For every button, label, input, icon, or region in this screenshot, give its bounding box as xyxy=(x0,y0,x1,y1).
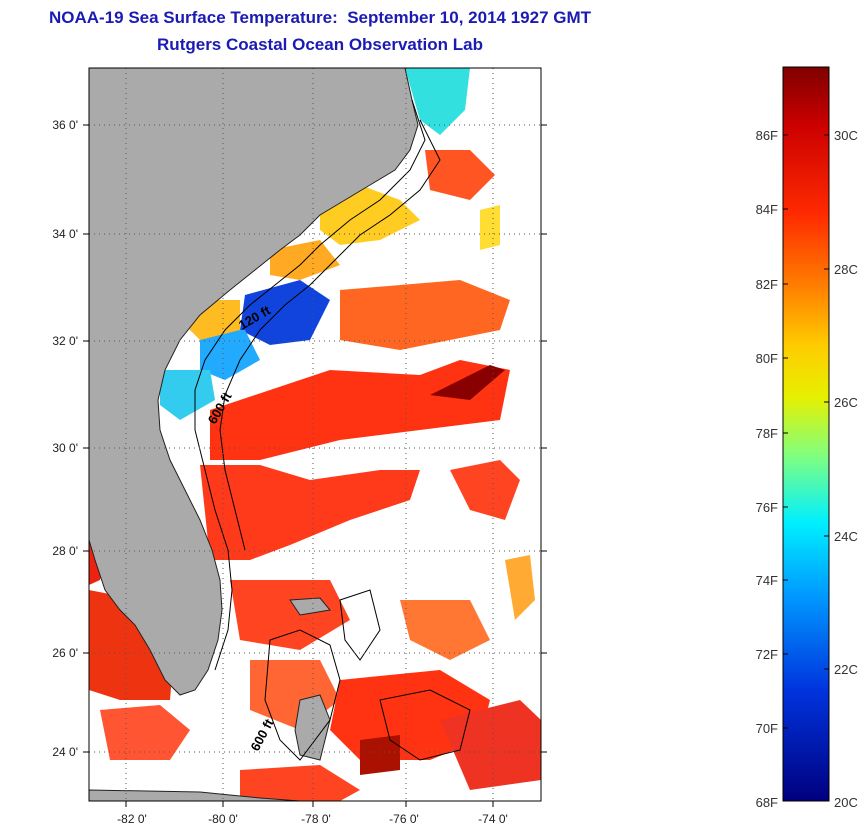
colorbar-label-c: 24C xyxy=(834,529,858,544)
lat-label: 24 0' xyxy=(52,745,78,759)
colorbar-label-f: 80F xyxy=(756,351,778,366)
land-bahamas-andros xyxy=(294,694,331,761)
lat-label: 30 0' xyxy=(52,441,78,455)
colorbar xyxy=(782,66,830,802)
graticule xyxy=(89,68,541,801)
lat-label: 26 0' xyxy=(52,646,78,660)
lon-label: -76 0' xyxy=(389,812,419,826)
map-subtitle: Rutgers Coastal Ocean Observation Lab xyxy=(157,35,483,54)
colorbar-label-c: 20C xyxy=(834,795,858,810)
colorbar-label-f: 68F xyxy=(756,795,778,810)
lat-label: 36 0' xyxy=(52,118,78,132)
colorbar-label-f: 86F xyxy=(756,128,778,143)
colorbar-label-c: 22C xyxy=(834,662,858,677)
colorbar-label-f: 84F xyxy=(756,202,778,217)
land-cuba xyxy=(89,789,301,801)
lat-label: 34 0' xyxy=(52,227,78,241)
colorbar-ticks xyxy=(783,134,829,729)
colorbar-label-f: 78F xyxy=(756,426,778,441)
colorbar-label-c: 26C xyxy=(834,395,858,410)
lat-label: 32 0' xyxy=(52,334,78,348)
colorbar-label-f: 82F xyxy=(756,277,778,292)
colorbar-label-c: 30C xyxy=(834,128,858,143)
land-mainland xyxy=(89,68,419,696)
lon-label: -74 0' xyxy=(478,812,508,826)
lon-label: -78 0' xyxy=(301,812,331,826)
lon-label: -80 0' xyxy=(208,812,238,826)
colorbar-label-f: 74F xyxy=(756,573,778,588)
colorbar-label-c: 28C xyxy=(834,262,858,277)
colorbar-label-f: 72F xyxy=(756,647,778,662)
colorbar-label-f: 70F xyxy=(756,721,778,736)
map-title: NOAA-19 Sea Surface Temperature: Septemb… xyxy=(48,8,592,27)
lat-label: 28 0' xyxy=(52,544,78,558)
bathymetry-contours xyxy=(194,99,471,761)
axis-ticks xyxy=(83,124,547,807)
land-bahamas-north xyxy=(289,597,331,616)
colorbar-label-f: 76F xyxy=(756,500,778,515)
lon-label: -82 0' xyxy=(117,812,147,826)
map-frame xyxy=(88,67,542,802)
